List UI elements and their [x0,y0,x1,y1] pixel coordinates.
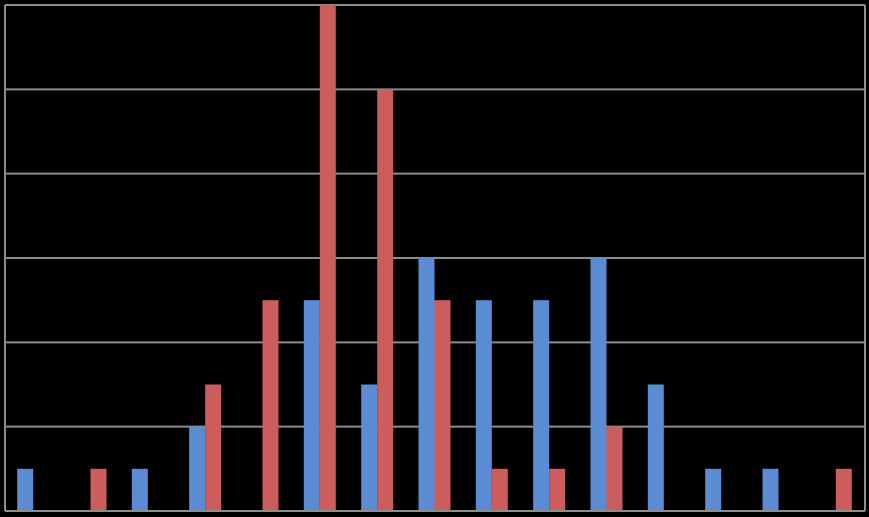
bar-series2-cat7 [377,89,394,512]
bar-series1-cat12 [647,384,664,511]
bar-series1-cat4 [189,426,206,511]
bars [17,5,852,512]
bar-series2-cat4 [205,384,222,511]
bar-series1-cat7 [361,384,378,511]
bar-series2-cat5 [262,300,279,511]
bar-series2-cat10 [549,468,566,511]
bar-series2-cat15 [835,468,852,511]
bar-series1-cat11 [590,258,607,511]
axes [4,5,866,512]
bar-series1-cat9 [475,300,492,511]
bar-series1-cat6 [303,300,320,511]
bar-series2-cat2 [90,468,107,511]
bar-series1-cat1 [17,468,34,511]
bar-series2-cat9 [491,468,508,511]
bar-series1-cat3 [131,468,148,511]
bar-series1-cat10 [533,300,550,511]
bar-series2-cat6 [319,5,336,511]
bar-series1-cat13 [705,468,722,511]
bar-series2-cat8 [434,300,451,511]
bar-series1-cat8 [418,258,435,511]
bar-series1-cat14 [762,468,779,511]
bar-series2-cat11 [606,426,623,511]
